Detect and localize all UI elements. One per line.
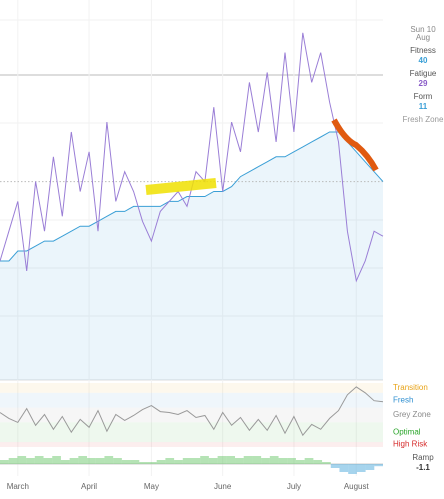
bar <box>156 460 166 464</box>
bar <box>60 460 70 464</box>
zone-band <box>0 383 383 393</box>
bar <box>43 458 53 464</box>
zone-label: Optimal <box>393 427 421 436</box>
x-tick-label: March <box>7 482 29 491</box>
x-tick-label: August <box>344 482 370 491</box>
bar <box>226 456 236 464</box>
x-tick-label: July <box>287 482 301 491</box>
x-tick-label: May <box>144 482 159 491</box>
zone-band <box>0 392 383 408</box>
bar <box>147 462 157 464</box>
zone-label: Grey Zone <box>393 410 431 419</box>
zone-label: Transition <box>393 383 428 392</box>
bar <box>87 458 96 464</box>
value: 29 <box>419 79 428 88</box>
label: Fatigue <box>410 69 437 78</box>
bar <box>69 458 79 464</box>
bar <box>182 458 192 464</box>
value: 11 <box>419 102 428 111</box>
bar <box>339 464 349 472</box>
date: Aug <box>416 33 430 42</box>
bar <box>295 460 305 464</box>
label: Ramp <box>412 453 434 462</box>
x-tick-label: June <box>214 482 232 491</box>
bar <box>365 464 375 470</box>
bar <box>113 458 122 464</box>
zone: Fresh Zone <box>403 115 444 124</box>
bar <box>374 464 383 467</box>
bar <box>313 460 323 464</box>
bar <box>348 464 357 474</box>
date: Sun 10 <box>410 25 436 34</box>
bar <box>356 464 366 472</box>
highlight-annotation <box>145 178 217 195</box>
bar <box>17 456 27 464</box>
bar <box>191 458 201 464</box>
bar <box>174 460 183 464</box>
zone-label: Fresh <box>393 395 413 404</box>
bar <box>261 458 270 464</box>
bar <box>130 460 140 464</box>
bar <box>269 456 279 464</box>
bar <box>243 456 253 464</box>
series-line <box>0 131 384 262</box>
zone-label: High Risk <box>393 440 428 449</box>
bar <box>139 462 148 464</box>
bar <box>34 456 44 464</box>
bar <box>0 460 9 464</box>
bar <box>330 464 340 468</box>
bar <box>235 458 244 464</box>
label: Form <box>414 92 433 101</box>
bar <box>278 458 288 464</box>
bar <box>121 460 131 464</box>
bar <box>26 458 35 464</box>
zone-band <box>0 407 383 423</box>
bar <box>8 458 18 464</box>
bar <box>217 456 227 464</box>
bar <box>104 456 114 464</box>
value: -1.1 <box>416 463 430 472</box>
zone-band <box>0 422 383 443</box>
bar <box>252 456 262 464</box>
bar <box>304 458 314 464</box>
bar <box>322 462 331 464</box>
bar <box>95 458 105 464</box>
bar <box>52 456 61 464</box>
bar <box>200 456 209 464</box>
label: Fitness <box>410 46 436 55</box>
bar <box>78 456 88 464</box>
fitness-area <box>0 132 383 380</box>
zone-band <box>0 442 383 447</box>
bar <box>208 458 218 464</box>
bar <box>287 458 296 464</box>
x-tick-label: April <box>81 482 97 491</box>
highlight-annotation <box>331 118 379 172</box>
bar <box>165 458 175 464</box>
series-line <box>0 386 384 437</box>
value: 40 <box>419 56 428 65</box>
